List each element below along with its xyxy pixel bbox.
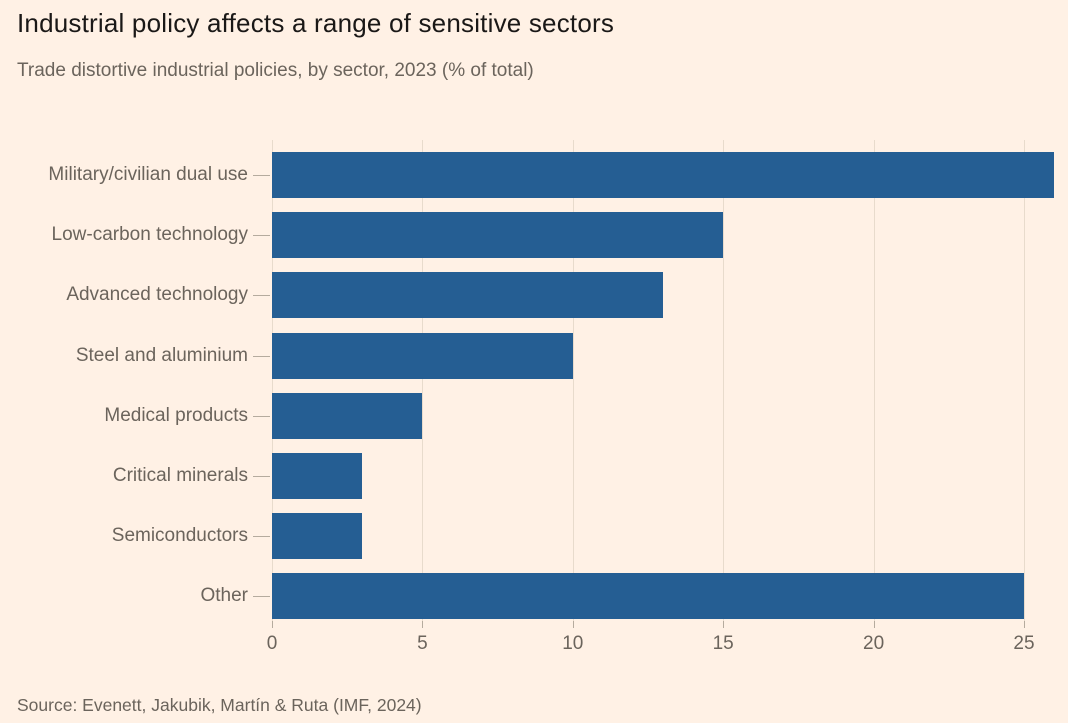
category-label: Steel and aluminium xyxy=(75,344,248,366)
axis-tick-label-0: 0 xyxy=(266,633,278,654)
bar-advanced-technology xyxy=(272,272,664,319)
gridline-x-20 xyxy=(873,140,875,623)
category-label: Advanced technology xyxy=(66,284,248,306)
category-tick xyxy=(253,415,270,417)
axis-tick-25 xyxy=(1024,621,1025,628)
category-label: Low-carbon technology xyxy=(51,224,248,246)
category-tick xyxy=(253,175,270,176)
chart-title: Industrial policy affects a range of sen… xyxy=(17,8,615,38)
bar-medical-products xyxy=(272,392,423,439)
plot-area xyxy=(272,140,1058,623)
category-tick xyxy=(253,235,270,237)
axis-tick-20 xyxy=(873,621,875,628)
category-tick xyxy=(253,476,270,477)
bar-steel-and-aluminium xyxy=(272,332,573,379)
axis-tick-label-10: 10 xyxy=(562,633,584,654)
category-tick xyxy=(253,355,270,357)
category-label: Medical products xyxy=(104,404,248,426)
gridline-x-25 xyxy=(1024,140,1025,623)
gridline-x-0 xyxy=(272,140,273,623)
axis-tick-label-20: 20 xyxy=(863,633,885,654)
gridline-x-10 xyxy=(572,140,574,623)
bar-critical-minerals xyxy=(272,453,363,499)
category-label: Other xyxy=(200,585,248,607)
axis-tick-label-5: 5 xyxy=(417,633,428,654)
gridline-x-15 xyxy=(723,140,725,623)
category-label: Military/civilian dual use xyxy=(48,164,248,185)
axis-tick-15 xyxy=(723,621,725,628)
category-tick xyxy=(253,536,270,538)
bar-military-civilian-dual-use xyxy=(272,152,1055,198)
bar-other xyxy=(272,573,1024,620)
axis-tick-5 xyxy=(422,621,424,628)
gridline-x-5 xyxy=(422,140,424,623)
category-tick xyxy=(253,295,270,297)
chart-subtitle: Trade distortive industrial policies, by… xyxy=(17,60,534,81)
axis-tick-10 xyxy=(572,621,574,628)
axis-tick-0 xyxy=(272,621,273,628)
bar-low-carbon-technology xyxy=(272,212,724,259)
axis-tick-label-15: 15 xyxy=(712,633,734,654)
axis-tick-label-25: 25 xyxy=(1013,633,1035,654)
source-note: Source: Evenett, Jakubik, Martín & Ruta … xyxy=(17,695,422,715)
category-label: Critical minerals xyxy=(112,465,248,486)
category-label: Semiconductors xyxy=(111,525,248,547)
bar-semiconductors xyxy=(272,513,363,560)
category-tick xyxy=(253,596,270,598)
